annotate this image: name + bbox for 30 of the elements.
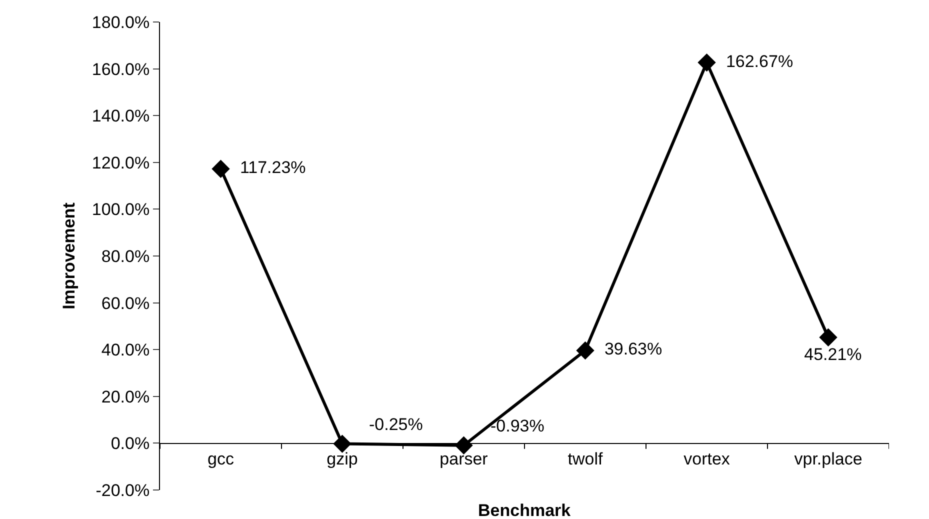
point (212, 160, 230, 178)
data-label: -0.93% (474, 416, 544, 436)
x-tick-label: gzip (326, 450, 358, 469)
y-tick-label: 180.0% (92, 12, 150, 32)
y-tick-label: 80.0% (101, 246, 150, 266)
x-tick-label: vpr.place (794, 450, 862, 469)
y-tick-label: 140.0% (92, 106, 150, 126)
data-label: 117.23% (230, 158, 306, 178)
point (333, 434, 352, 453)
x-tick-label: twolf (568, 450, 603, 469)
y-tick-label: 40.0% (101, 340, 150, 360)
y-tick-label: 0.0% (110, 434, 150, 454)
point (698, 53, 716, 72)
data-label: 45.21% (794, 344, 862, 364)
y-tick-label: -20.0% (96, 480, 150, 500)
y-tick-label: 160.0% (92, 60, 150, 79)
y-tick-label: 20.0% (101, 387, 150, 406)
point (576, 341, 594, 360)
data-label: 162.67% (716, 52, 794, 71)
data-label: -0.25% (352, 414, 423, 434)
y-tick-label: 100.0% (92, 200, 150, 220)
x-axis-title: Benchmark (478, 501, 572, 519)
point (819, 328, 838, 347)
data-label: 39.63% (595, 340, 662, 359)
x-tick-label: gcc (208, 450, 234, 469)
x-tick-label: parser (440, 450, 488, 469)
y-axis-title: Improvement (59, 202, 78, 310)
y-tick-label: 120.0% (92, 153, 150, 172)
x-tick-label: vortex (684, 450, 730, 469)
y-tick-label: 60.0% (101, 294, 150, 313)
